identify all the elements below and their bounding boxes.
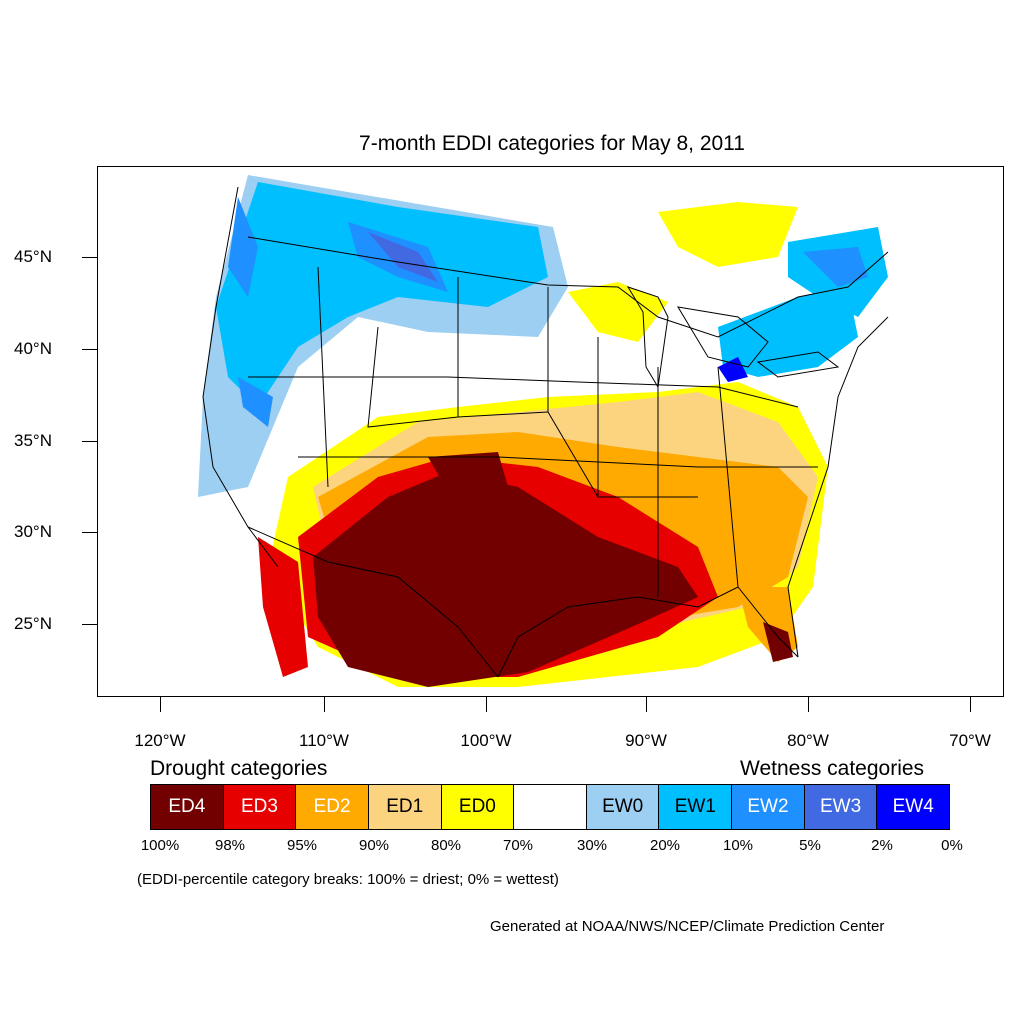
map-title: 7-month EDDI categories for May 8, 2011	[359, 132, 745, 155]
lon-tick	[486, 697, 487, 712]
lat-tick	[82, 257, 97, 258]
lon-tick	[160, 697, 161, 712]
lon-label: 120°W	[134, 731, 186, 750]
drought-categories-heading: Drought categories	[150, 757, 328, 780]
percentile-break-label: 100%	[140, 837, 180, 854]
state-line-9	[298, 456, 818, 468]
ew2-region-northeast	[803, 247, 868, 287]
ed4-region-panhandle	[428, 452, 508, 492]
ed3-region-baja	[258, 537, 308, 677]
lat-label: 35°N	[14, 431, 52, 450]
legend-box-ed3: ED3	[223, 785, 297, 829]
legend-box-ed0: ED0	[441, 785, 515, 829]
map-frame	[97, 166, 1004, 697]
lat-label: 45°N	[14, 247, 52, 266]
state-line-3	[457, 277, 549, 418]
ew1-region-northwest	[216, 182, 548, 407]
ed4-region	[313, 472, 698, 687]
percentile-break-label: 2%	[871, 837, 893, 854]
lat-label: 30°N	[14, 522, 52, 541]
lat-label: 40°N	[14, 339, 52, 358]
lat-tick	[82, 532, 97, 533]
percentile-break-label: 80%	[430, 837, 462, 854]
percentile-break-label: 70%	[502, 837, 534, 854]
ew1-region-great-lakes	[718, 287, 858, 377]
legend-box-normal	[514, 785, 587, 829]
percentile-break-label: 10%	[722, 837, 754, 854]
percentile-break-label: 0%	[941, 837, 963, 854]
percentile-break-label: 20%	[649, 837, 681, 854]
percentile-break-label: 5%	[799, 837, 821, 854]
ew2-region-california	[238, 377, 273, 427]
lon-label: 70°W	[949, 731, 991, 750]
legend-box-ed2: ED2	[296, 785, 369, 829]
breaks-note: (EDDI-percentile category breaks: 100% =…	[137, 871, 559, 888]
legend-box-ew3: EW3	[804, 785, 878, 829]
coastline-and-borders	[202, 186, 889, 678]
great-lakes-outline	[626, 286, 840, 389]
legend-box-ed1: ED1	[368, 785, 442, 829]
us-canada-border	[247, 236, 889, 338]
ed0-region-canada	[658, 202, 798, 267]
ew3-region-plains	[368, 232, 438, 282]
lat-tick	[82, 441, 97, 442]
lon-tick	[324, 697, 325, 712]
atlantic-coastline	[787, 316, 889, 658]
percentile-break-label: 98%	[214, 837, 246, 854]
eddi-map	[198, 175, 889, 687]
lon-label: 90°W	[625, 731, 667, 750]
legend-color-bar: ED4 ED3 ED2 ED1 ED0 EW0 EW1 EW2 EW3 EW4	[150, 784, 950, 830]
drought-shading	[258, 202, 828, 687]
legend-box-ew2: EW2	[732, 785, 805, 829]
state-line-8	[248, 376, 799, 408]
legend-box-ed4: ED4	[151, 785, 224, 829]
lat-label: 25°N	[14, 614, 52, 633]
state-line-2	[367, 326, 459, 428]
lon-tick	[970, 697, 971, 712]
lon-label: 110°W	[299, 731, 349, 750]
us-mexico-border	[247, 526, 499, 678]
ew2-region-northwest	[228, 197, 258, 297]
lat-tick	[82, 624, 97, 625]
pacific-coastline	[202, 186, 279, 568]
lat-tick	[82, 349, 97, 350]
lon-tick	[808, 697, 809, 712]
ew4-region-great-lakes	[718, 357, 748, 382]
wetness-categories-heading: Wetness categories	[740, 757, 925, 780]
credit-line: Generated at NOAA/NWS/NCEP/Climate Predi…	[490, 918, 885, 935]
state-line-4	[547, 287, 599, 498]
ed0-region-north	[568, 282, 668, 342]
legend-box-ew0: EW0	[586, 785, 660, 829]
percentile-break-label: 30%	[576, 837, 608, 854]
legend-box-ew1: EW1	[659, 785, 733, 829]
percentile-break-label: 95%	[286, 837, 318, 854]
state-line-5	[597, 337, 698, 498]
state-line-7	[717, 366, 739, 588]
lon-label: 100°W	[460, 731, 512, 750]
gulf-coastline	[497, 586, 799, 678]
percentile-break-label: 90%	[358, 837, 390, 854]
wetness-shading	[198, 175, 888, 497]
lon-tick	[646, 697, 647, 712]
ed4-region-florida	[763, 622, 793, 662]
legend-box-ew4: EW4	[877, 785, 950, 829]
lon-label: 80°W	[787, 731, 829, 750]
